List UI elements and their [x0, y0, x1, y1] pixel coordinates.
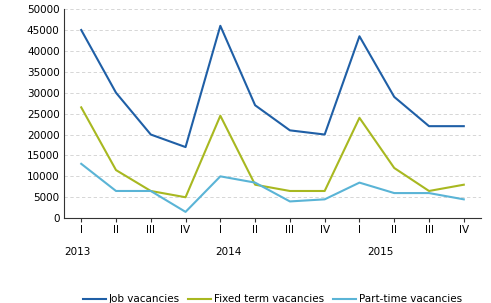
- Legend: Job vacancies, Fixed term vacancies, Part-time vacancies: Job vacancies, Fixed term vacancies, Par…: [79, 290, 466, 303]
- Text: 2015: 2015: [367, 248, 394, 258]
- Text: 2014: 2014: [216, 248, 242, 258]
- Text: 2013: 2013: [64, 248, 90, 258]
